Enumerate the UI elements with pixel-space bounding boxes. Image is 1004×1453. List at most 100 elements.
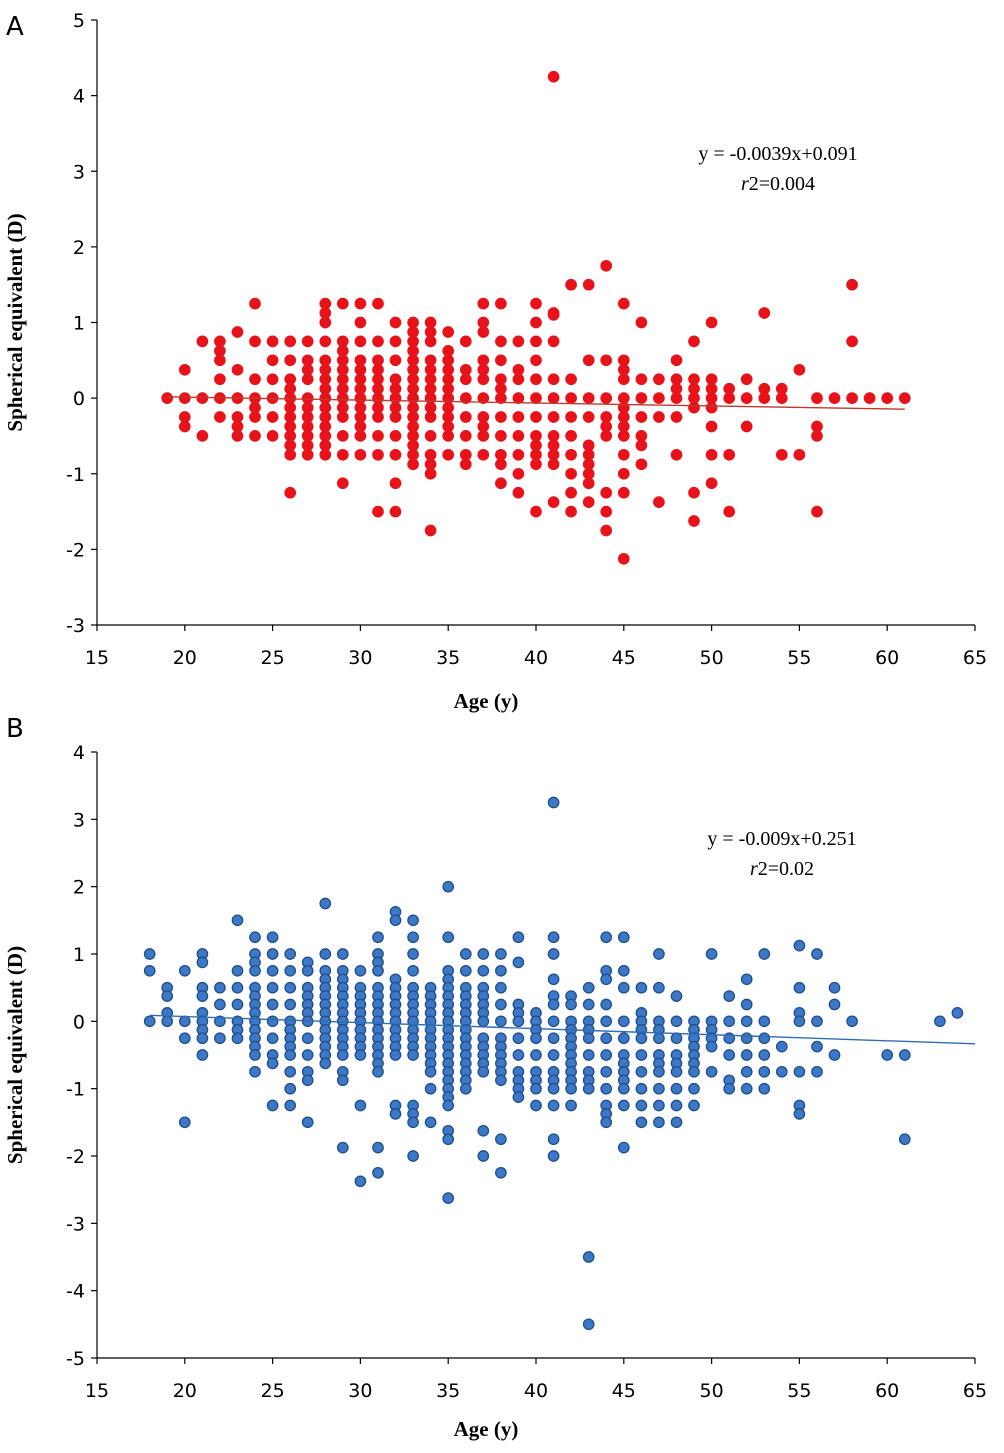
data-point	[231, 411, 244, 423]
data-point	[617, 931, 630, 944]
data-point	[705, 1040, 718, 1053]
data-point	[565, 467, 577, 480]
data-point	[688, 335, 700, 348]
data-point	[793, 939, 806, 952]
data-point	[688, 1082, 700, 1095]
data-point	[898, 392, 911, 404]
data-point	[512, 335, 525, 348]
scatter-points	[161, 70, 911, 565]
data-point	[582, 392, 595, 404]
data-point	[284, 1099, 297, 1112]
data-point	[846, 278, 858, 291]
data-point	[670, 1015, 683, 1028]
data-point	[512, 931, 525, 944]
data-point	[495, 1166, 507, 1179]
data-point	[161, 1015, 174, 1028]
data-point	[477, 392, 490, 404]
data-point	[582, 1082, 595, 1095]
data-point	[266, 964, 279, 977]
data-point	[442, 448, 455, 461]
data-point	[477, 411, 490, 423]
data-point	[336, 1141, 349, 1154]
data-point	[372, 392, 384, 404]
data-point	[301, 448, 314, 461]
data-point	[477, 948, 490, 960]
data-point	[512, 430, 525, 442]
y-tick-label: -2	[66, 539, 85, 561]
data-point	[740, 1015, 753, 1028]
data-point	[459, 411, 472, 423]
data-point	[565, 278, 577, 291]
data-point	[688, 515, 700, 527]
data-point	[600, 973, 613, 986]
data-point	[477, 430, 490, 442]
data-point	[301, 411, 314, 423]
data-point	[284, 430, 297, 442]
data-point	[723, 990, 736, 1002]
data-point	[196, 1049, 209, 1061]
data-point	[617, 1099, 630, 1112]
data-point	[196, 956, 209, 969]
data-point	[231, 1032, 244, 1045]
data-point	[477, 1150, 490, 1162]
data-point	[793, 363, 806, 376]
data-point	[424, 354, 437, 367]
data-point	[336, 477, 349, 490]
x-tick-label: 60	[875, 647, 899, 669]
data-point	[653, 1099, 665, 1112]
data-point	[653, 948, 665, 960]
data-point	[688, 1065, 700, 1078]
data-point	[547, 1032, 560, 1045]
data-point	[758, 1082, 771, 1095]
chart-panel-b: B -5 -4 -3 -2 -1 0 1 2 3 4 15 20 25 30 35 40 45 50 55 60 65 Ag…	[3, 714, 987, 1441]
data-point	[319, 448, 332, 461]
x-tick-label: 65	[963, 647, 987, 669]
data-point	[617, 552, 630, 565]
data-point	[336, 373, 349, 386]
data-point	[407, 373, 419, 386]
data-point	[547, 796, 560, 809]
data-point	[459, 430, 472, 442]
data-point	[249, 931, 261, 944]
y-tick-label: 3	[73, 809, 85, 831]
data-point	[354, 373, 367, 386]
data-point	[811, 1040, 823, 1053]
data-point	[214, 335, 226, 348]
data-point	[547, 931, 560, 944]
data-point	[740, 373, 753, 386]
data-point	[249, 1049, 261, 1061]
data-point	[670, 1065, 683, 1078]
data-point	[214, 411, 226, 423]
data-point	[565, 1082, 577, 1095]
x-tick-label: 65	[963, 1380, 987, 1402]
data-point	[442, 326, 455, 338]
data-point	[319, 1057, 332, 1070]
data-point	[653, 411, 665, 423]
data-point	[793, 1108, 806, 1120]
data-point	[828, 998, 841, 1011]
data-point	[512, 411, 525, 423]
data-point	[688, 1099, 700, 1112]
data-point	[249, 373, 261, 386]
data-point	[389, 411, 402, 423]
data-point	[424, 335, 437, 348]
data-point	[495, 373, 507, 386]
data-point	[336, 297, 349, 310]
data-point	[582, 998, 595, 1011]
x-tick-label: 45	[612, 1380, 636, 1402]
data-point	[178, 363, 191, 376]
data-point	[231, 430, 244, 442]
data-point	[723, 1082, 736, 1095]
data-point	[301, 373, 314, 386]
data-point	[477, 1015, 490, 1028]
data-point	[407, 964, 419, 977]
data-point	[565, 448, 577, 461]
data-point	[178, 964, 191, 977]
data-point	[565, 505, 577, 518]
data-point	[495, 430, 507, 442]
data-point	[336, 411, 349, 423]
data-point	[477, 326, 490, 338]
data-point	[723, 505, 736, 518]
data-point	[793, 448, 806, 461]
data-point	[389, 335, 402, 348]
